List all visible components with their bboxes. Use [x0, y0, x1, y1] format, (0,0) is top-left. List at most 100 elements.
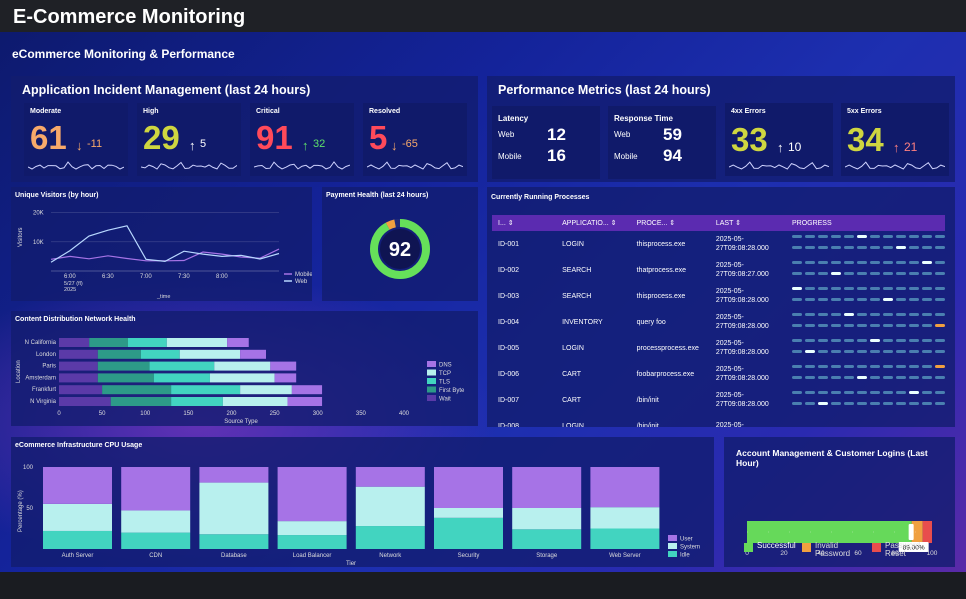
bar-segment-wait[interactable]: [59, 349, 98, 359]
bar-segment-system[interactable]: [277, 521, 347, 536]
bar-segment-wait[interactable]: [59, 338, 90, 347]
errors-4xx-card[interactable]: 4xx Errors 33 ↑ 10: [725, 103, 833, 176]
incident-card[interactable]: Resolved 5 ↓ -65: [363, 103, 467, 176]
visitors-chart[interactable]: 20K 10K 6:00 6:30 7:00 7:30 8:00 5/27 (fl)2025 _…: [11, 187, 312, 301]
column-header[interactable]: LAST ⇕: [709, 215, 786, 231]
bar-segment-wait[interactable]: [59, 397, 111, 406]
incident-card[interactable]: Critical 91 ↑ 32: [250, 103, 354, 176]
bar-segment-tls[interactable]: [149, 361, 215, 371]
incident-card[interactable]: High 29 ↑ 5: [137, 103, 241, 176]
progress-segment: [804, 287, 815, 290]
progress-segment: [856, 391, 867, 394]
progress-segment: [817, 287, 828, 290]
bar-segment-dns[interactable]: [287, 397, 323, 406]
process-last-time: 27T09:08:28.000: [715, 349, 769, 356]
column-header[interactable]: PROGRESS: [785, 215, 945, 231]
bar-segment-invalid-password[interactable]: [911, 521, 923, 543]
bar-segment-tcp[interactable]: [179, 349, 241, 359]
bar-segment-tls[interactable]: [140, 349, 180, 359]
series-line-mobile[interactable]: [50, 248, 280, 262]
bar-segment-user[interactable]: [512, 467, 582, 508]
bar-segment-first-byte[interactable]: [97, 349, 141, 359]
progress-segment: [791, 246, 802, 249]
y-tick-label: 100: [23, 465, 34, 471]
bar-segment-user[interactable]: [199, 467, 269, 483]
bar-segment-system[interactable]: [434, 508, 503, 518]
bar-segment-tcp[interactable]: [214, 361, 271, 371]
bar-segment-wait[interactable]: [59, 385, 103, 395]
bar-segment-user[interactable]: [590, 467, 660, 508]
process-last-date: 2025-05-: [715, 287, 744, 295]
logins-chart[interactable]: 89.00% 0 20 40 60 80 100: [724, 437, 955, 567]
bar-segment-system[interactable]: [43, 503, 112, 531]
legend-label: Wait: [439, 397, 451, 403]
table-row[interactable]: ID-001 LOGIN thisprocess.exe 2025-05- 27T09:…: [492, 231, 945, 257]
errors-5xx-card[interactable]: 5xx Errors 34 ↑ 21: [841, 103, 949, 176]
bar-segment-dns[interactable]: [227, 338, 249, 347]
progress-segment: [882, 287, 893, 290]
process-id: ID-004: [498, 318, 520, 326]
bar-segment-user[interactable]: [277, 467, 347, 522]
bar-segment-tls[interactable]: [171, 397, 223, 406]
bar-segment-user[interactable]: [355, 467, 425, 487]
bar-segment-system[interactable]: [199, 482, 269, 535]
cpu-chart[interactable]: 100 50 Auth Server CDN Database Load Balancer…: [11, 437, 714, 567]
bar-segment-system[interactable]: [121, 510, 191, 533]
bar-segment-system[interactable]: [355, 486, 425, 527]
bar-segment-user[interactable]: [121, 467, 191, 511]
bar-segment-idle[interactable]: [434, 517, 503, 549]
latency-card[interactable]: Latency Web 12 Mobile 16: [492, 106, 600, 179]
table-row[interactable]: ID-007 CART/bin/init 2025-05- 27T09:08:28.0…: [492, 387, 945, 413]
table-row[interactable]: ID-002 SEARCH thatprocess.exe 2025-05- 27T09…: [492, 257, 945, 283]
progress-segment: [869, 313, 880, 316]
cdn-chart[interactable]: N California London Paris Amsterdam Frankfur…: [11, 311, 478, 426]
table-row[interactable]: ID-008 LOGIN/bin/init 2025-05-: [492, 413, 945, 427]
bar-segment-first-byte[interactable]: [102, 385, 172, 395]
bar-segment-idle[interactable]: [121, 532, 191, 549]
bar-segment-user[interactable]: [43, 467, 112, 504]
bar-segment-user[interactable]: [434, 467, 503, 508]
table-row[interactable]: ID-005 LOGIN processprocess.exe 2025-05- 27T…: [492, 335, 945, 361]
response-time-card[interactable]: Response Time Web 59 Mobile 94: [608, 106, 716, 179]
series-line-web[interactable]: [50, 225, 280, 263]
bar-segment-dns[interactable]: [240, 349, 266, 359]
bar-segment-tls[interactable]: [171, 385, 241, 395]
table-row[interactable]: ID-004 INVENTORY query foo 2025-05- 27T09:08…: [492, 309, 945, 335]
bar-segment-first-byte[interactable]: [97, 361, 150, 371]
progress-bar: [791, 339, 945, 342]
bar-segment-tls[interactable]: [153, 373, 210, 383]
legend-swatch: [744, 543, 753, 552]
progress-segment: [908, 324, 919, 327]
bar-segment-wait[interactable]: [59, 373, 98, 383]
column-header[interactable]: APPLICATIO... ⇕: [556, 215, 631, 231]
bar-segment-successful[interactable]: [747, 521, 912, 543]
bar-segment-first-byte[interactable]: [89, 338, 128, 347]
bar-segment-tls[interactable]: [128, 338, 167, 347]
bar-segment-idle[interactable]: [512, 529, 582, 549]
bar-segment-idle[interactable]: [199, 534, 269, 549]
bar-segment-idle[interactable]: [277, 535, 347, 549]
bar-segment-system[interactable]: [590, 507, 660, 529]
bar-segment-tcp[interactable]: [166, 338, 228, 347]
progress-segment: [804, 365, 815, 368]
bar-segment-idle[interactable]: [590, 528, 660, 550]
column-header[interactable]: I... ⇕: [492, 215, 557, 231]
bar-segment-idle[interactable]: [43, 530, 112, 549]
bar-segment-idle[interactable]: [355, 526, 425, 549]
bar-segment-dns[interactable]: [270, 361, 297, 371]
table-row[interactable]: ID-006 CART foobarprocess.exe 2025-05- 27T09…: [492, 361, 945, 387]
table-row[interactable]: ID-003 SEARCH thisprocess.exe 2025-05- 27T09…: [492, 283, 945, 309]
bar-segment-password-reset[interactable]: [922, 521, 932, 543]
bar-segment-dns[interactable]: [274, 373, 297, 383]
bar-segment-first-byte[interactable]: [110, 397, 172, 406]
bar-segment-tcp[interactable]: [240, 385, 292, 395]
legend-swatch: [668, 551, 677, 557]
bar-segment-wait[interactable]: [59, 361, 98, 371]
bar-segment-tcp[interactable]: [209, 373, 275, 383]
bar-segment-tcp[interactable]: [222, 397, 288, 406]
bar-segment-system[interactable]: [512, 508, 582, 530]
bar-segment-dns[interactable]: [291, 385, 323, 395]
incident-card[interactable]: Moderate 61 ↓ -11: [24, 103, 128, 176]
bar-segment-first-byte[interactable]: [97, 373, 154, 383]
column-header[interactable]: PROCE... ⇕: [630, 215, 710, 231]
